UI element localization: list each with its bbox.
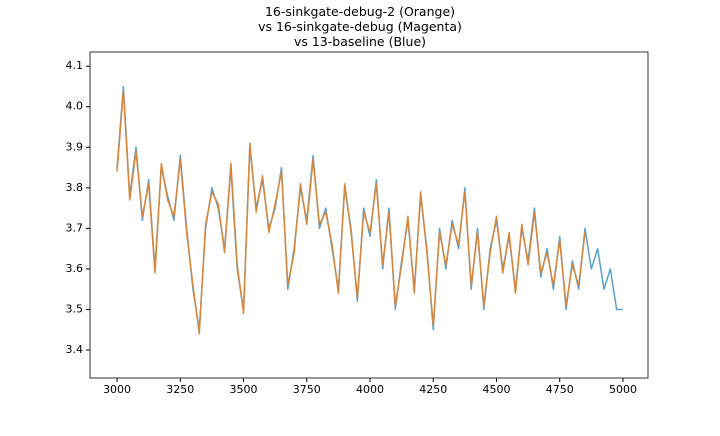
plot-frame (89, 51, 649, 379)
x-tick-label: 3250 (166, 383, 194, 396)
x-tick-label: 4500 (482, 383, 510, 396)
y-tick-label: 3.4 (66, 343, 84, 356)
y-tick-label: 3.7 (66, 221, 84, 234)
y-tick-label: 3.9 (66, 140, 84, 153)
x-tick-label: 4750 (546, 383, 574, 396)
y-tick-label: 4.1 (66, 59, 84, 72)
x-tick-label: 5000 (609, 383, 637, 396)
x-tick-label: 3750 (293, 383, 321, 396)
x-tick-label: 4250 (419, 383, 447, 396)
y-tick-label: 3.6 (66, 262, 84, 275)
x-tick-label: 4000 (356, 383, 384, 396)
chart-title: 16-sinkgate-debug-2 (Orange) vs 16-sinkga… (258, 4, 462, 49)
y-tick-label: 3.5 (66, 302, 84, 315)
x-tick-label: 3500 (230, 383, 258, 396)
y-tick-label: 3.8 (66, 181, 84, 194)
y-tick-label: 4.0 (66, 100, 84, 113)
x-tick-label: 3000 (103, 383, 131, 396)
series-line (116, 89, 586, 335)
